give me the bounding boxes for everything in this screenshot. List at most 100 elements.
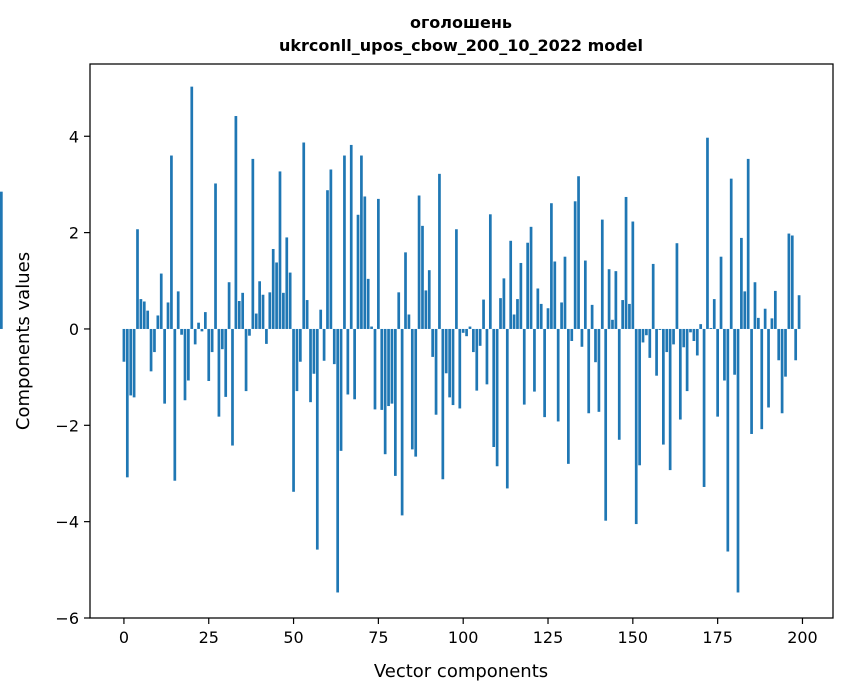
bar: [536, 288, 540, 329]
y-axis-label: Components values: [13, 252, 34, 430]
bar: [482, 299, 485, 329]
bar: [170, 155, 173, 329]
bar: [217, 328, 221, 417]
bar: [580, 328, 584, 347]
bar: [166, 302, 170, 329]
bar: [753, 282, 757, 329]
bar: [214, 183, 217, 329]
x-tick-label: 50: [283, 628, 303, 647]
bar: [258, 281, 261, 329]
bar: [763, 308, 767, 329]
bar: [634, 328, 638, 525]
bar: [706, 137, 709, 329]
bar: [458, 328, 462, 409]
bar: [461, 328, 465, 333]
bar: [136, 229, 139, 329]
bar: [777, 328, 781, 361]
bar: [390, 328, 394, 404]
bar: [685, 328, 689, 392]
y-tick-label: 2: [69, 224, 79, 243]
bar: [410, 328, 414, 450]
bar: [282, 292, 285, 329]
bar: [750, 328, 753, 434]
bar: [597, 328, 601, 412]
bar: [488, 214, 492, 329]
bar: [438, 173, 441, 329]
bar: [339, 328, 343, 451]
bar: [451, 328, 455, 406]
bar: [716, 328, 719, 417]
bar: [723, 328, 726, 381]
bar: [248, 328, 251, 336]
bar: [485, 328, 489, 385]
bar: [231, 328, 234, 446]
bar: [139, 299, 143, 329]
bar: [638, 328, 641, 466]
bar: [665, 328, 669, 353]
bar: [322, 328, 326, 361]
bar: [740, 237, 743, 329]
bar: [153, 328, 156, 353]
bar: [187, 328, 190, 381]
bar: [203, 312, 207, 329]
bar: [363, 196, 367, 329]
bar: [349, 144, 353, 329]
bar: [587, 328, 591, 414]
bar: [407, 314, 411, 329]
bar: [567, 328, 570, 464]
x-tick-label: 100: [448, 628, 479, 647]
bar: [441, 328, 445, 480]
bar: [743, 291, 747, 329]
bar: [522, 328, 526, 405]
bar: [298, 328, 302, 362]
y-tick-label: −2: [55, 416, 79, 435]
bar: [675, 243, 679, 329]
bar: [543, 328, 546, 418]
bar: [200, 328, 204, 332]
bar: [607, 269, 611, 329]
bar: [366, 278, 370, 329]
bars-group: [0, 86, 801, 593]
bar: [142, 301, 146, 329]
bar: [278, 171, 282, 329]
bar: [146, 310, 150, 329]
bar: [326, 190, 329, 329]
bar: [302, 142, 306, 329]
bar: [424, 290, 428, 329]
bar: [414, 328, 418, 457]
bar: [353, 328, 356, 400]
bar: [699, 324, 703, 329]
bar: [662, 328, 665, 445]
x-tick-label: 200: [787, 628, 818, 647]
bar: [387, 328, 390, 407]
bar: [465, 328, 468, 337]
bar: [241, 292, 245, 329]
bar: [122, 328, 126, 362]
bar: [682, 328, 686, 348]
bar: [516, 299, 519, 329]
bar: [577, 176, 580, 329]
bar: [448, 328, 451, 398]
bar: [393, 328, 397, 476]
bar: [220, 328, 224, 350]
chart-title-line-1: оголошень: [410, 13, 512, 32]
bar: [383, 328, 387, 455]
x-tick-label: 150: [618, 628, 649, 647]
bar: [736, 328, 740, 593]
bar: [400, 328, 404, 516]
bar: [695, 328, 699, 356]
x-axis-ticks: 0 25 50 75 100 125 150 175 200: [119, 618, 818, 647]
bar: [770, 318, 774, 329]
bar: [709, 327, 713, 329]
bar: [180, 328, 183, 335]
bar: [495, 328, 499, 467]
bar: [790, 235, 794, 329]
bar: [526, 242, 530, 329]
bar: [0, 191, 3, 329]
bar: [624, 196, 628, 329]
bar: [590, 304, 594, 329]
bar: [275, 262, 278, 329]
bar: [611, 319, 614, 329]
bar: [767, 328, 770, 408]
